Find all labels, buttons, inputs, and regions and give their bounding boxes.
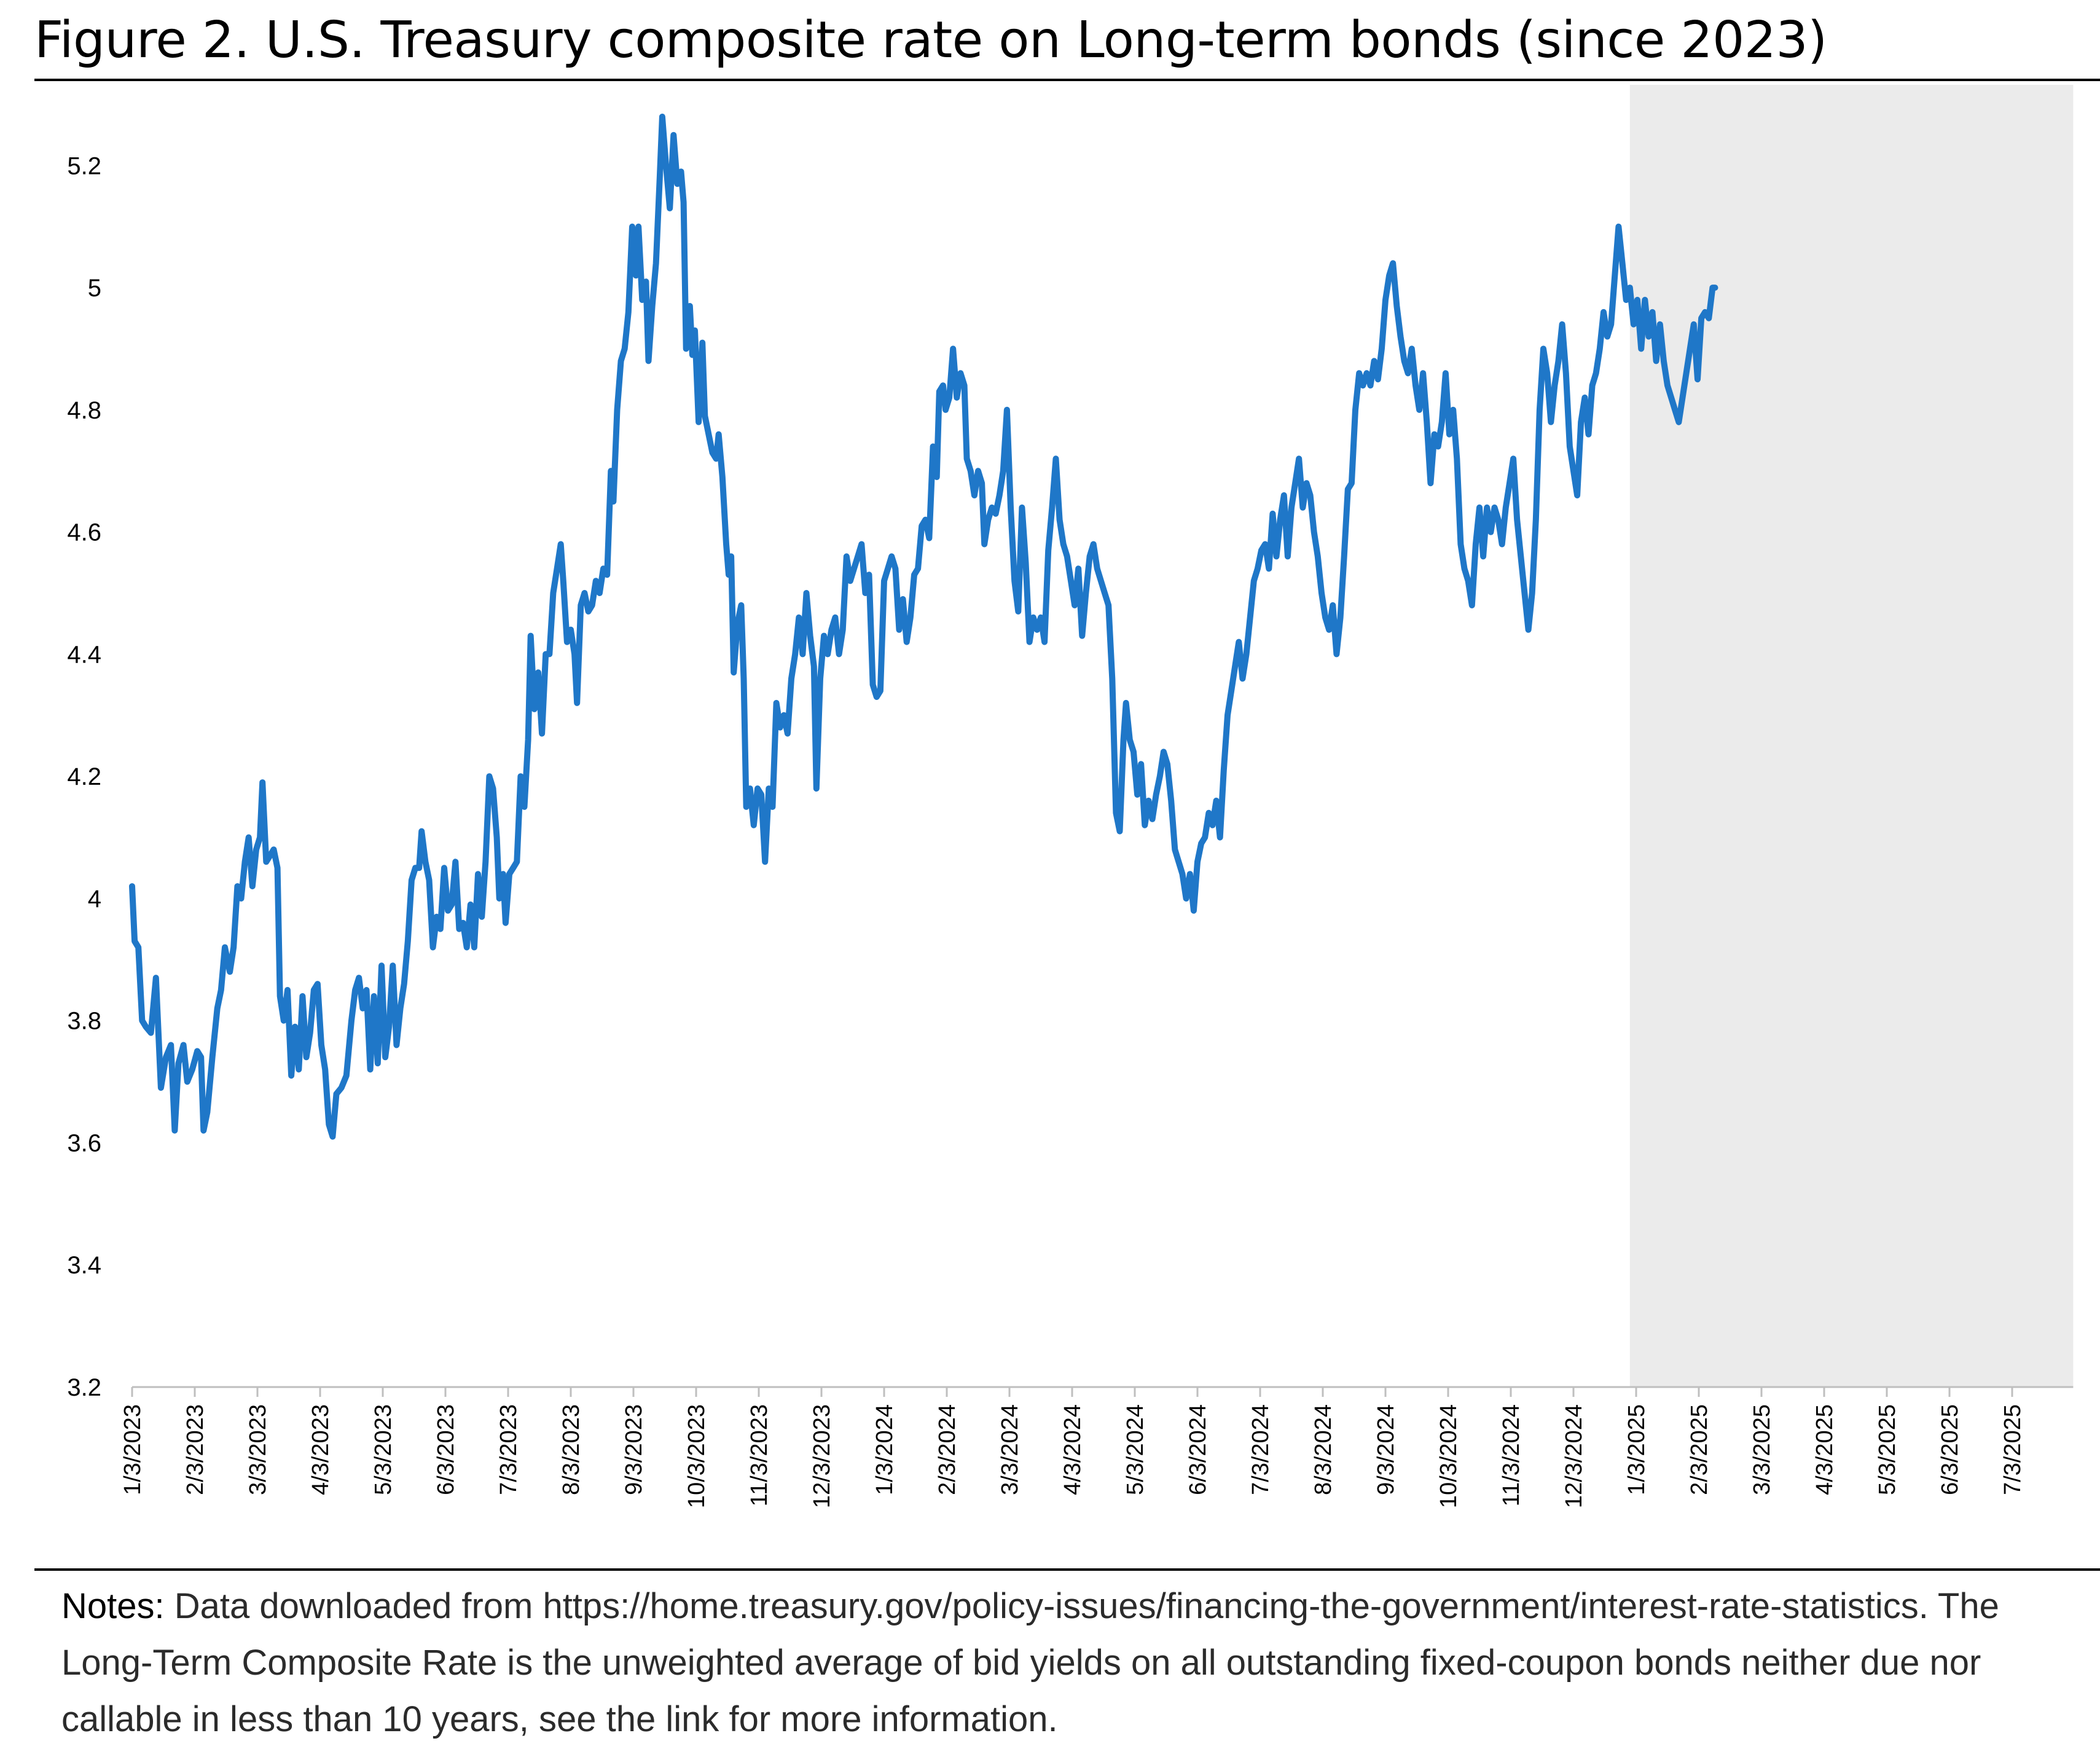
y-tick-label: 4.6 — [67, 519, 101, 546]
x-axis: 1/3/2023 2/3/2023 3/3/2023 4/3/2023 5/3/2023… — [120, 1386, 2074, 1508]
title-rule — [34, 79, 2100, 81]
x-tick-label: 4/3/2023 — [308, 1404, 334, 1495]
notes-text: Data downloaded from https://home.treasu… — [61, 1586, 1999, 1739]
x-tick-label: 10/3/2024 — [1436, 1404, 1462, 1508]
x-tick-label: 3/3/2024 — [997, 1404, 1023, 1495]
x-tick-label: 2/3/2024 — [934, 1404, 960, 1495]
y-tick-label: 4.4 — [67, 641, 101, 668]
x-tick-label: 5/3/2023 — [370, 1404, 396, 1495]
x-tick-label: 4/3/2025 — [1812, 1404, 1838, 1495]
y-axis: 3.2 3.4 3.6 3.8 4 4.2 4.4 4.6 4.8 5 5.2 — [67, 152, 101, 1401]
x-tick-label: 9/3/2023 — [621, 1404, 647, 1495]
y-tick-label: 3.4 — [67, 1252, 101, 1279]
line-chart: 3.2 3.4 3.6 3.8 4 4.2 4.4 4.6 4.8 5 5.2 1/3/2023 2/… — [67, 85, 2074, 1508]
x-tick-label: 5/3/2024 — [1122, 1404, 1148, 1495]
y-tick-label: 4 — [88, 886, 101, 913]
x-tick-label: 7/3/2023 — [496, 1404, 522, 1495]
x-tick-label: 5/3/2025 — [1875, 1404, 1900, 1495]
x-tick-label: 12/3/2024 — [1561, 1404, 1587, 1508]
x-tick-label: 4/3/2024 — [1060, 1404, 1086, 1495]
x-tick-label: 12/3/2023 — [809, 1404, 835, 1508]
x-tick-label: 1/3/2023 — [120, 1404, 146, 1495]
notes-block: Notes: Data downloaded from https://home… — [61, 1578, 2064, 1748]
y-tick-label: 3.2 — [67, 1374, 101, 1401]
x-tick-label: 1/3/2024 — [872, 1404, 898, 1495]
figure-title: Figure 2. U.S. Treasury composite rate o… — [34, 11, 1827, 69]
y-tick-label: 4.2 — [67, 763, 101, 790]
x-tick-label: 6/3/2025 — [1937, 1404, 1963, 1495]
x-tick-label: 2/3/2023 — [182, 1404, 208, 1495]
y-tick-label: 5.2 — [67, 152, 101, 179]
shaded-region — [1629, 85, 2074, 1387]
x-tick-label: 2/3/2025 — [1687, 1404, 1712, 1495]
shaded-region-layer — [1629, 85, 2074, 1387]
x-tick-label: 8/3/2024 — [1311, 1404, 1336, 1495]
series-line — [129, 113, 1718, 1140]
x-tick-label: 9/3/2024 — [1373, 1404, 1399, 1495]
x-tick-label: 8/3/2023 — [558, 1404, 584, 1495]
y-tick-label: 5 — [88, 275, 101, 302]
y-tick-label: 3.8 — [67, 1008, 101, 1035]
notes-label: Notes: — [61, 1586, 165, 1626]
x-tick-label: 7/3/2024 — [1248, 1404, 1274, 1495]
x-tick-label: 10/3/2023 — [684, 1404, 710, 1508]
x-tick-label: 6/3/2024 — [1185, 1404, 1211, 1495]
x-tick-label: 3/3/2025 — [1749, 1404, 1775, 1495]
y-tick-label: 4.8 — [67, 397, 101, 424]
x-tick-label: 3/3/2023 — [245, 1404, 271, 1495]
y-tick-label: 3.6 — [67, 1130, 101, 1157]
notes-rule — [34, 1568, 2100, 1571]
series-layer — [129, 113, 1718, 1140]
x-tick-label: 7/3/2025 — [2000, 1404, 2026, 1495]
x-tick-label: 1/3/2025 — [1624, 1404, 1650, 1495]
x-tick-label: 11/3/2024 — [1499, 1404, 1524, 1506]
x-tick-label: 11/3/2023 — [746, 1404, 772, 1506]
x-tick-label: 6/3/2023 — [433, 1404, 459, 1495]
